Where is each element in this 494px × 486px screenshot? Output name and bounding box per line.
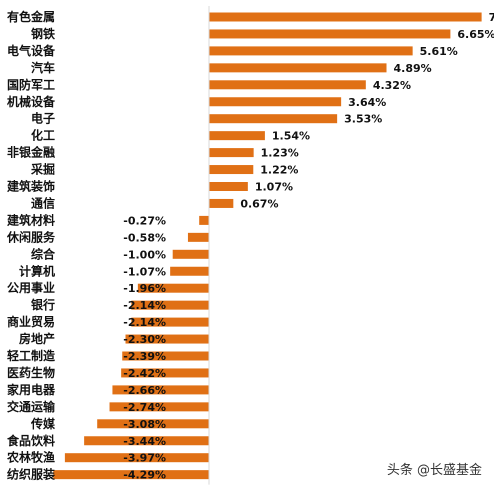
value-label: -1.96% [123, 282, 166, 295]
bars-group [53, 12, 482, 480]
category-label: 轻工制造 [7, 348, 56, 363]
bar-14 [172, 249, 209, 259]
bar-22 [112, 385, 209, 395]
value-label: -2.42% [123, 367, 166, 380]
bar-2 [209, 46, 413, 56]
bar-25 [84, 436, 209, 446]
value-label: -2.30% [123, 333, 166, 346]
bar-11 [209, 198, 234, 208]
category-label: 采掘 [30, 162, 55, 177]
bar-16 [137, 283, 209, 293]
category-label: 建筑装饰 [6, 179, 55, 194]
category-label: 交通运输 [7, 399, 56, 414]
bar-7 [209, 131, 265, 141]
bar-15 [170, 266, 209, 276]
bar-21 [121, 368, 209, 378]
value-label: 5.61% [420, 45, 458, 58]
value-label: -2.66% [123, 384, 166, 397]
value-label: 4.89% [394, 62, 432, 75]
category-label: 钢铁 [31, 26, 55, 41]
category-label: 非银金融 [7, 145, 55, 160]
bar-10 [209, 182, 248, 191]
value-label: -1.00% [123, 248, 166, 261]
category-label: 汽车 [31, 60, 55, 75]
category-label: 公用事业 [7, 280, 55, 295]
category-label: 传媒 [30, 416, 56, 431]
value-label: 1.22% [260, 164, 298, 177]
bar-5 [209, 97, 342, 107]
category-label: 机械设备 [7, 94, 56, 109]
bar-1 [209, 29, 451, 39]
category-label: 电子 [31, 111, 55, 126]
category-label: 国防军工 [7, 77, 55, 92]
bar-3 [209, 63, 387, 73]
value-label: -2.39% [123, 350, 166, 363]
category-label: 电气设备 [7, 43, 56, 58]
value-label: 4.32% [373, 79, 411, 92]
value-label: 3.53% [344, 113, 382, 126]
category-label: 计算机 [19, 263, 55, 278]
value-label: 1.23% [261, 147, 299, 160]
bar-23 [109, 402, 209, 412]
value-label: -0.58% [123, 231, 166, 244]
bar-8 [209, 148, 254, 158]
category-label: 休闲服务 [6, 229, 56, 244]
value-label: -3.08% [123, 418, 166, 431]
category-label: 家用电器 [7, 382, 56, 397]
category-label: 农林牧渔 [6, 450, 55, 465]
value-label: -2.14% [123, 299, 166, 312]
value-label: -2.74% [123, 401, 166, 414]
value-label: 0.67% [240, 197, 278, 210]
value-label: -3.97% [123, 452, 166, 465]
value-label: -2.14% [123, 316, 166, 329]
value-label: 1.07% [255, 181, 293, 194]
value-label: 6.65% [457, 28, 494, 41]
bar-9 [209, 165, 254, 175]
category-label: 房地产 [19, 331, 55, 346]
category-label: 综合 [31, 246, 56, 261]
value-label: -3.44% [123, 435, 166, 448]
bar-17 [131, 300, 209, 310]
bar-24 [97, 419, 209, 429]
category-label: 医药生物 [7, 365, 55, 380]
bar-26 [64, 453, 209, 463]
bar-20 [122, 351, 209, 361]
watermark-text: 头条 @长盛基金 [386, 463, 482, 478]
category-label: 食品饮料 [6, 433, 55, 448]
category-label: 通信 [31, 195, 55, 210]
bar-19 [125, 334, 209, 344]
bar-27 [53, 470, 210, 480]
value-label: -0.27% [123, 214, 166, 227]
value-label: 3.64% [348, 96, 386, 109]
bar-4 [209, 80, 366, 90]
category-label: 银行 [31, 297, 55, 312]
bar-13 [187, 232, 209, 242]
category-label: 建筑材料 [6, 212, 55, 227]
value-label: 1.54% [272, 130, 310, 143]
bar-18 [131, 317, 209, 327]
value-label: -4.29% [123, 469, 166, 482]
bar-6 [209, 114, 338, 124]
labels-group: 有色金属 7.51% 钢铁 6.65% 电气设备 5.61% 汽车 4.89% 国防军工 4.32… [6, 9, 494, 482]
bar-12 [199, 215, 209, 225]
category-label: 化工 [31, 128, 55, 143]
value-label: 7.51% [489, 11, 494, 24]
category-label: 有色金属 [7, 9, 55, 24]
bar-0 [209, 12, 482, 22]
category-label: 商业贸易 [7, 314, 55, 329]
value-label: -1.07% [123, 265, 166, 278]
category-label: 纺织服装 [7, 467, 55, 482]
